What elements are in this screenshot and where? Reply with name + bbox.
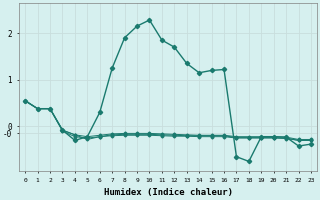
X-axis label: Humidex (Indice chaleur): Humidex (Indice chaleur) (104, 188, 233, 197)
